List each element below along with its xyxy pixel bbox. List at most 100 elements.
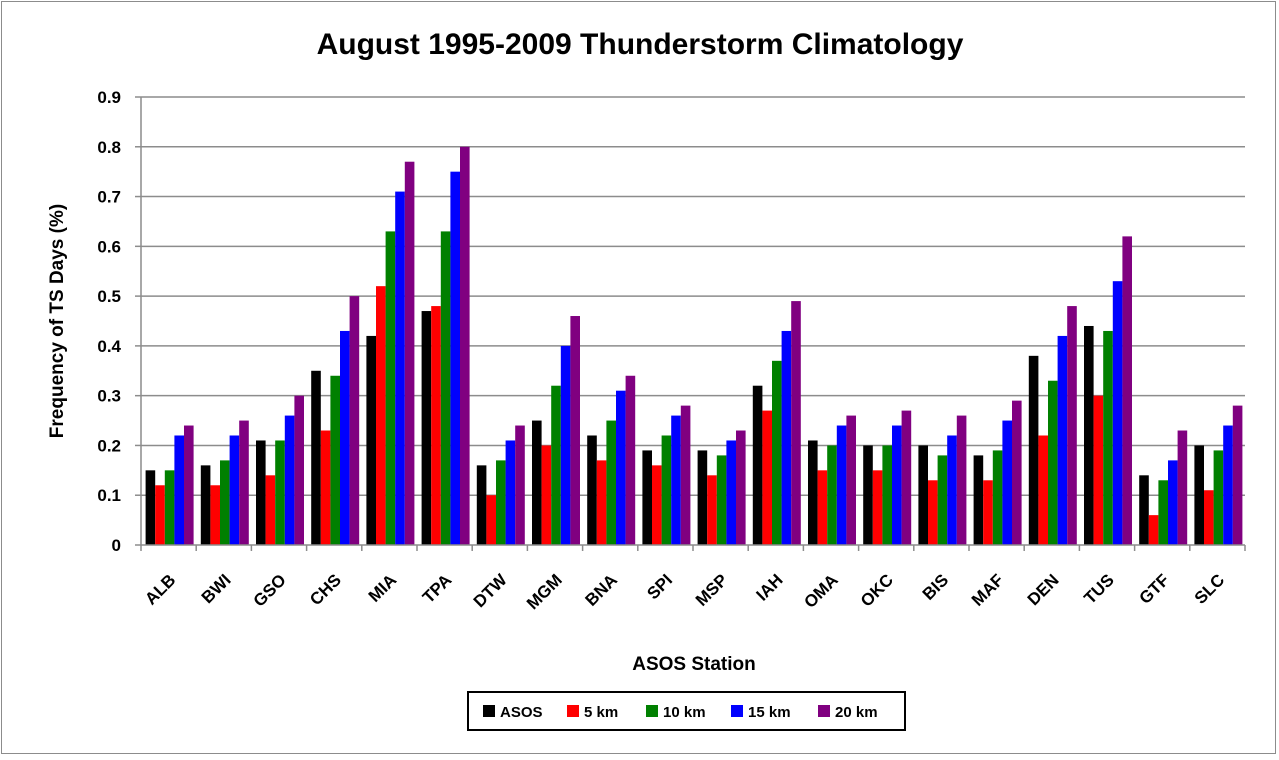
bar-okc-5km	[872, 470, 883, 545]
bar-gtf-10km	[1158, 480, 1168, 545]
bar-mia-10km	[385, 231, 396, 545]
bar-alb-10km	[164, 470, 175, 545]
bar-spi-20km	[680, 405, 691, 545]
bar-tpa-asos	[421, 311, 432, 545]
x-tick-label: ALB	[141, 570, 179, 608]
bar-iah-asos	[752, 385, 763, 545]
bar-den-15km	[1057, 335, 1068, 545]
bar-chs-5km	[320, 430, 331, 545]
bar-iah-15km	[781, 330, 792, 545]
bar-alb-5km	[155, 485, 165, 545]
bar-bwi-20km	[239, 420, 249, 545]
x-axis-title: ASOS Station	[632, 654, 756, 675]
bar-slc-10km	[1213, 450, 1224, 545]
bar-mia-5km	[376, 286, 386, 545]
x-tick-label: DEN	[1024, 570, 1063, 609]
bar-msp-20km	[736, 430, 746, 545]
x-tick-label: OMA	[800, 570, 841, 611]
x-tick-label: SPI	[643, 570, 676, 603]
bar-alb-20km	[184, 425, 194, 545]
bar-maf-5km	[983, 480, 993, 545]
x-tick-label: GSO	[250, 570, 290, 610]
bar-bwi-asos	[200, 465, 211, 545]
bar-dtw-15km	[505, 440, 516, 545]
legend-label: 5 km	[584, 704, 618, 721]
bar-mgm-20km	[570, 316, 580, 545]
bar-mgm-asos	[532, 420, 542, 545]
bar-maf-10km	[992, 450, 1003, 545]
bar-chs-asos	[311, 370, 321, 545]
legend-label: ASOS	[500, 704, 543, 721]
y-tick-label: 0.7	[97, 188, 121, 207]
bar-den-10km	[1048, 380, 1058, 545]
bar-slc-15km	[1223, 425, 1233, 545]
bar-maf-15km	[1002, 420, 1012, 545]
bar-okc-10km	[882, 445, 892, 545]
y-tick-label: 0.1	[97, 486, 121, 505]
bar-maf-asos	[973, 455, 984, 545]
bar-bis-asos	[918, 445, 928, 545]
bar-dtw-asos	[476, 465, 487, 545]
bar-chs-20km	[349, 296, 360, 545]
legend: ASOS 5 km 10 km 15 km 20 km	[467, 691, 906, 731]
bar-tus-5km	[1093, 395, 1104, 545]
bar-gso-10km	[275, 440, 285, 545]
y-tick-label: 0.5	[97, 287, 121, 306]
y-tick-label: 0	[112, 536, 121, 555]
legend-swatch-asos	[483, 705, 495, 717]
bar-slc-5km	[1204, 490, 1214, 545]
bar-dtw-10km	[496, 460, 506, 545]
bar-bis-15km	[947, 435, 957, 545]
bar-mia-20km	[404, 161, 415, 545]
bar-dtw-20km	[515, 425, 525, 545]
bar-mia-15km	[395, 191, 405, 545]
bar-okc-15km	[892, 425, 902, 545]
x-tick-label: MGM	[523, 570, 566, 613]
bar-bna-5km	[596, 460, 607, 545]
legend-label: 20 km	[835, 704, 878, 721]
bar-iah-10km	[772, 360, 782, 545]
bar-tpa-20km	[460, 146, 470, 545]
bar-den-20km	[1067, 306, 1077, 545]
x-tick-label: IAH	[752, 570, 786, 604]
gridlines	[141, 96, 1245, 496]
y-tick-label: 0.9	[97, 88, 121, 107]
bar-tpa-10km	[440, 231, 451, 545]
bar-mia-asos	[366, 335, 376, 545]
bar-gtf-5km	[1148, 515, 1159, 545]
bar-okc-20km	[901, 410, 912, 545]
y-tick-label: 0.2	[97, 436, 121, 455]
bar-msp-15km	[726, 440, 736, 545]
x-tick-label: BWI	[198, 570, 235, 607]
bars	[145, 146, 1243, 546]
bar-bna-15km	[616, 390, 626, 545]
x-tick-label: TUS	[1080, 570, 1117, 607]
y-tick-label: 0.6	[97, 237, 121, 256]
bar-alb-15km	[174, 435, 184, 545]
bar-iah-20km	[791, 301, 801, 545]
chart-title: August 1995-2009 Thunderstorm Climatolog…	[317, 28, 964, 61]
bar-oma-5km	[817, 470, 828, 545]
bar-tpa-15km	[450, 171, 460, 546]
bar-maf-20km	[1012, 400, 1022, 545]
bar-oma-10km	[827, 445, 837, 545]
bar-bna-asos	[587, 435, 597, 545]
x-tick-label: MSP	[692, 570, 731, 609]
bar-bwi-5km	[210, 485, 220, 545]
bar-gso-asos	[256, 440, 266, 545]
y-tick-label: 0.4	[97, 337, 121, 356]
x-tick-label: TPA	[419, 570, 456, 607]
x-tick-label: BIS	[919, 570, 952, 603]
x-tick-label: DTW	[470, 570, 511, 611]
axes	[140, 97, 1245, 546]
bar-bis-10km	[937, 455, 948, 545]
legend-swatch-10km	[646, 705, 658, 717]
legend-swatch-20km	[818, 705, 830, 717]
x-axis-ticks: ALB BWI GSO CHS MIA TPA DTW MGM BNA SPI MSP IAH OMA O…	[140, 545, 1246, 613]
x-tick-label: SLC	[1191, 570, 1228, 607]
bar-gso-5km	[265, 475, 276, 545]
y-axis-ticks: 0 0.1 0.2 0.3 0.4 0.5 0.6 0.7 0.8 0.9	[97, 88, 141, 555]
bar-tus-asos	[1084, 325, 1094, 545]
